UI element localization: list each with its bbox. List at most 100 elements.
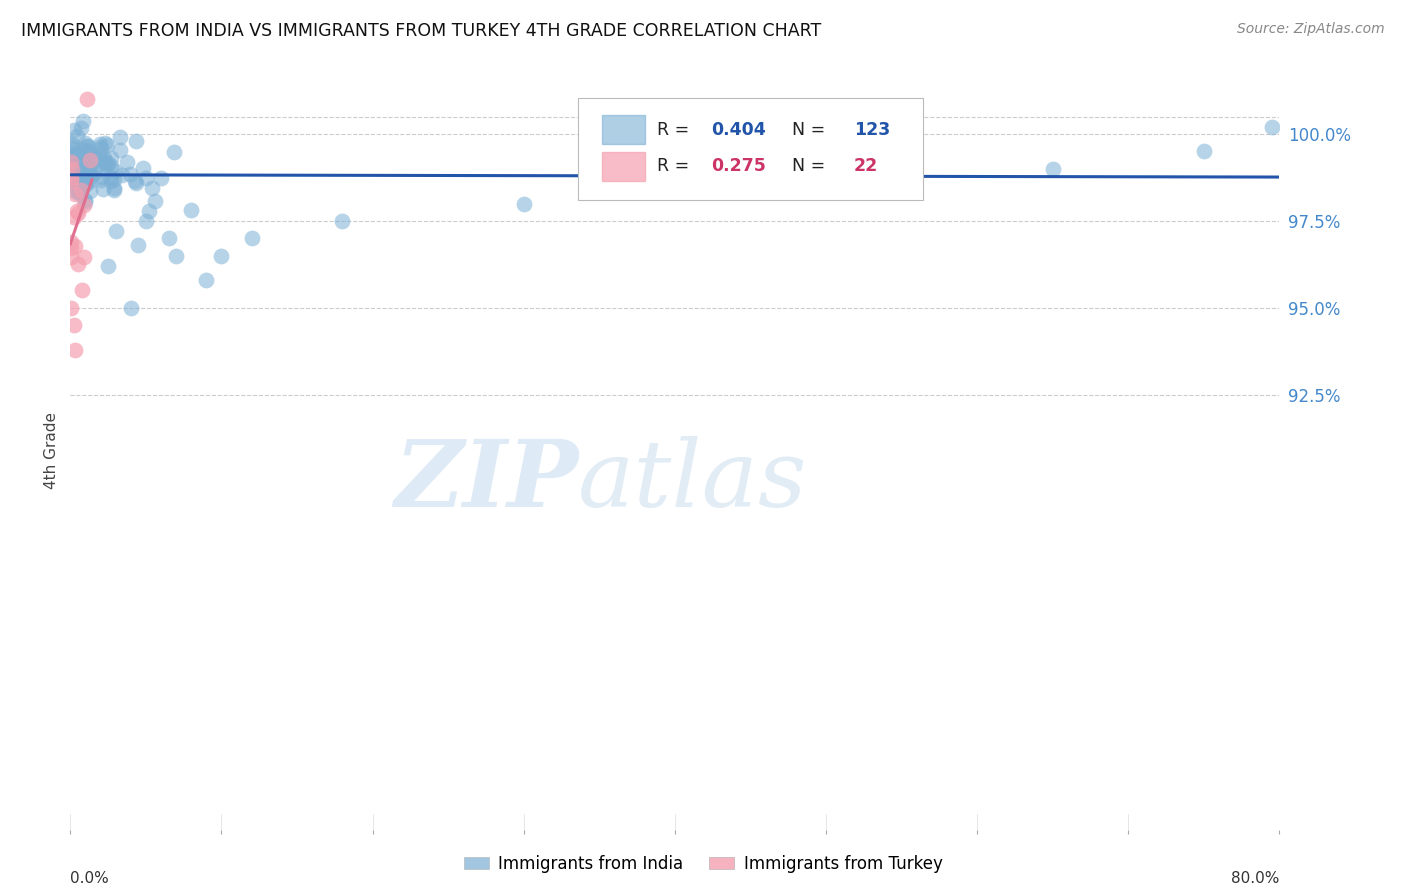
Point bbox=[65, 343, 87, 357]
Point bbox=[332, 214, 354, 228]
Text: IMMIGRANTS FROM INDIA VS IMMIGRANTS FROM TURKEY 4TH GRADE CORRELATION CHART: IMMIGRANTS FROM INDIA VS IMMIGRANTS FROM… bbox=[21, 22, 821, 40]
Point bbox=[77, 139, 100, 153]
Point bbox=[96, 138, 118, 153]
Point bbox=[65, 179, 87, 194]
Point bbox=[124, 173, 146, 187]
FancyBboxPatch shape bbox=[602, 152, 644, 180]
Point bbox=[77, 148, 100, 162]
Point bbox=[135, 214, 157, 228]
Text: ZIP: ZIP bbox=[394, 436, 578, 525]
Point bbox=[143, 194, 166, 209]
Point bbox=[70, 121, 93, 136]
Point bbox=[60, 142, 83, 156]
Y-axis label: 4th Grade: 4th Grade bbox=[44, 412, 59, 489]
Text: 80.0%: 80.0% bbox=[1232, 871, 1279, 887]
Point bbox=[157, 231, 180, 245]
Point bbox=[62, 169, 84, 183]
Point bbox=[69, 185, 91, 199]
Point bbox=[110, 143, 132, 157]
Point bbox=[79, 184, 101, 198]
Point bbox=[60, 250, 83, 264]
Point bbox=[73, 194, 96, 209]
Point bbox=[73, 169, 96, 184]
Point bbox=[72, 150, 94, 164]
Point bbox=[103, 183, 125, 197]
Point bbox=[118, 168, 141, 182]
Point bbox=[76, 92, 98, 106]
Point bbox=[66, 186, 89, 200]
Point bbox=[76, 144, 98, 158]
Point bbox=[76, 171, 98, 186]
Text: 22: 22 bbox=[853, 157, 879, 175]
Point bbox=[66, 257, 89, 271]
Point bbox=[63, 122, 86, 136]
Point bbox=[91, 182, 114, 196]
Point bbox=[63, 173, 86, 187]
Point bbox=[141, 180, 163, 194]
Point bbox=[62, 210, 84, 224]
Point bbox=[79, 169, 101, 183]
Point bbox=[135, 171, 157, 186]
Point bbox=[80, 145, 103, 160]
Point bbox=[93, 153, 115, 168]
Point bbox=[97, 259, 120, 273]
Point bbox=[79, 174, 101, 188]
Point bbox=[108, 130, 131, 145]
Text: N =: N = bbox=[782, 120, 831, 139]
Point bbox=[98, 169, 121, 184]
Point bbox=[1042, 161, 1064, 176]
Point bbox=[513, 196, 536, 211]
Point bbox=[75, 193, 97, 207]
Point bbox=[66, 206, 89, 220]
Point bbox=[165, 249, 187, 263]
Point bbox=[195, 273, 218, 287]
Point bbox=[80, 155, 103, 169]
Point bbox=[111, 168, 134, 182]
Point bbox=[67, 156, 90, 170]
Point bbox=[96, 157, 118, 171]
Point bbox=[76, 145, 98, 160]
Point bbox=[90, 170, 112, 185]
Point bbox=[89, 151, 111, 165]
Legend: Immigrants from India, Immigrants from Turkey: Immigrants from India, Immigrants from T… bbox=[457, 848, 949, 880]
Point bbox=[76, 151, 98, 165]
Point bbox=[100, 151, 122, 165]
Point bbox=[100, 174, 122, 188]
Point bbox=[127, 238, 149, 252]
Point bbox=[66, 203, 89, 218]
Point bbox=[72, 169, 94, 184]
Point bbox=[86, 158, 108, 172]
Point bbox=[90, 173, 112, 187]
Point bbox=[76, 139, 98, 153]
Point bbox=[66, 172, 89, 186]
Point bbox=[60, 183, 83, 197]
Point bbox=[60, 161, 83, 175]
Point bbox=[138, 203, 160, 218]
Point bbox=[60, 148, 83, 162]
Point bbox=[60, 161, 83, 176]
Point bbox=[69, 172, 91, 186]
Point bbox=[76, 147, 98, 161]
Point bbox=[104, 164, 127, 178]
Text: Source: ZipAtlas.com: Source: ZipAtlas.com bbox=[1237, 22, 1385, 37]
FancyBboxPatch shape bbox=[578, 98, 922, 201]
Text: R =: R = bbox=[657, 157, 695, 175]
Text: 123: 123 bbox=[853, 120, 890, 139]
Point bbox=[79, 153, 101, 167]
Text: N =: N = bbox=[782, 157, 831, 175]
Point bbox=[70, 149, 93, 163]
Point bbox=[60, 154, 83, 169]
Point bbox=[70, 142, 93, 156]
Text: 0.0%: 0.0% bbox=[70, 871, 110, 887]
Point bbox=[104, 224, 127, 238]
Point bbox=[60, 136, 83, 151]
Point bbox=[69, 186, 91, 201]
Text: atlas: atlas bbox=[578, 436, 807, 525]
Text: R =: R = bbox=[657, 120, 695, 139]
Point bbox=[70, 283, 93, 297]
Point bbox=[120, 301, 142, 315]
Point bbox=[93, 152, 115, 166]
Point bbox=[75, 163, 97, 178]
Point bbox=[65, 146, 87, 161]
Point bbox=[63, 239, 86, 253]
